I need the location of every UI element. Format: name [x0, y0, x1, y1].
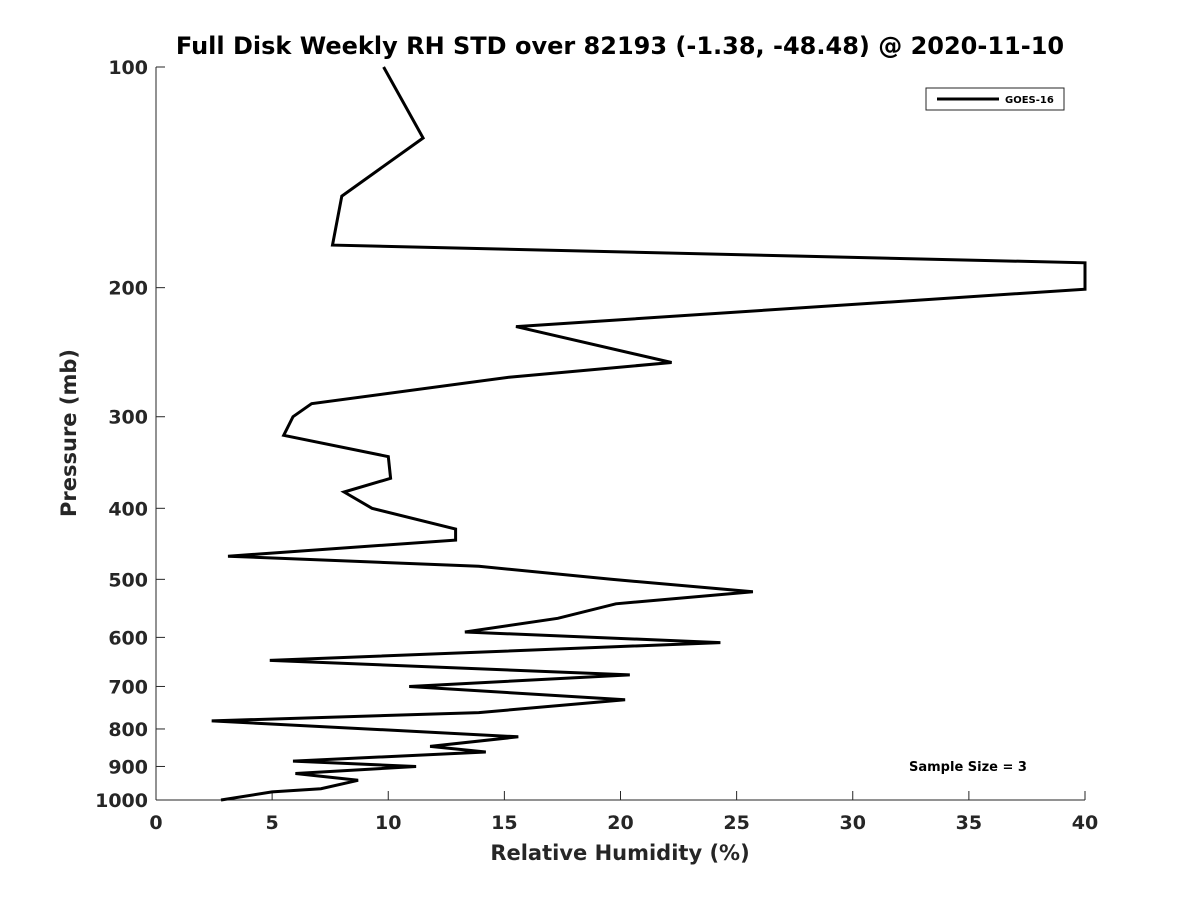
y-tick-label: 600: [108, 627, 148, 649]
y-tick-label: 400: [108, 498, 148, 520]
x-tick-label: 25: [723, 812, 749, 834]
x-tick-label: 15: [491, 812, 517, 834]
y-ticks: 100 200 300 400 500 600 700 800 900 1000: [95, 57, 165, 812]
x-axis-label: Relative Humidity (%): [490, 841, 749, 865]
y-tick-label: 300: [108, 407, 148, 429]
x-tick-label: 20: [607, 812, 633, 834]
y-tick-label: 500: [108, 569, 148, 591]
x-tick-label: 5: [266, 812, 279, 834]
legend: GOES-16: [925, 87, 1065, 111]
y-tick-label: 100: [108, 57, 148, 79]
legend-entry-goes-16: GOES-16: [1005, 95, 1054, 106]
chart-title: Full Disk Weekly RH STD over 82193 (-1.3…: [176, 32, 1064, 60]
x-tick-label: 0: [149, 812, 162, 834]
y-tick-label: 700: [108, 676, 148, 698]
x-tick-label: 35: [956, 812, 982, 834]
x-ticks: 0 5 10 15 20 25 30 35 40: [149, 791, 1098, 834]
series-line-goes-16: [211, 66, 1087, 802]
y-tick-label: 1000: [95, 790, 148, 812]
x-tick-label: 10: [375, 812, 401, 834]
x-tick-label: 40: [1072, 812, 1098, 834]
y-tick-label: 800: [108, 719, 148, 741]
series-layer: [211, 66, 1087, 802]
y-axis-label: Pressure (mb): [57, 349, 81, 517]
y-tick-label: 900: [108, 756, 148, 778]
sample-size-annotation: Sample Size = 3: [909, 760, 1027, 775]
x-tick-label: 30: [840, 812, 866, 834]
y-tick-label: 200: [108, 278, 148, 300]
